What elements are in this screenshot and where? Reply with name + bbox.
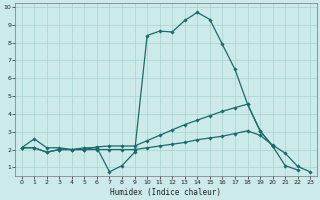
X-axis label: Humidex (Indice chaleur): Humidex (Indice chaleur) — [110, 188, 221, 197]
